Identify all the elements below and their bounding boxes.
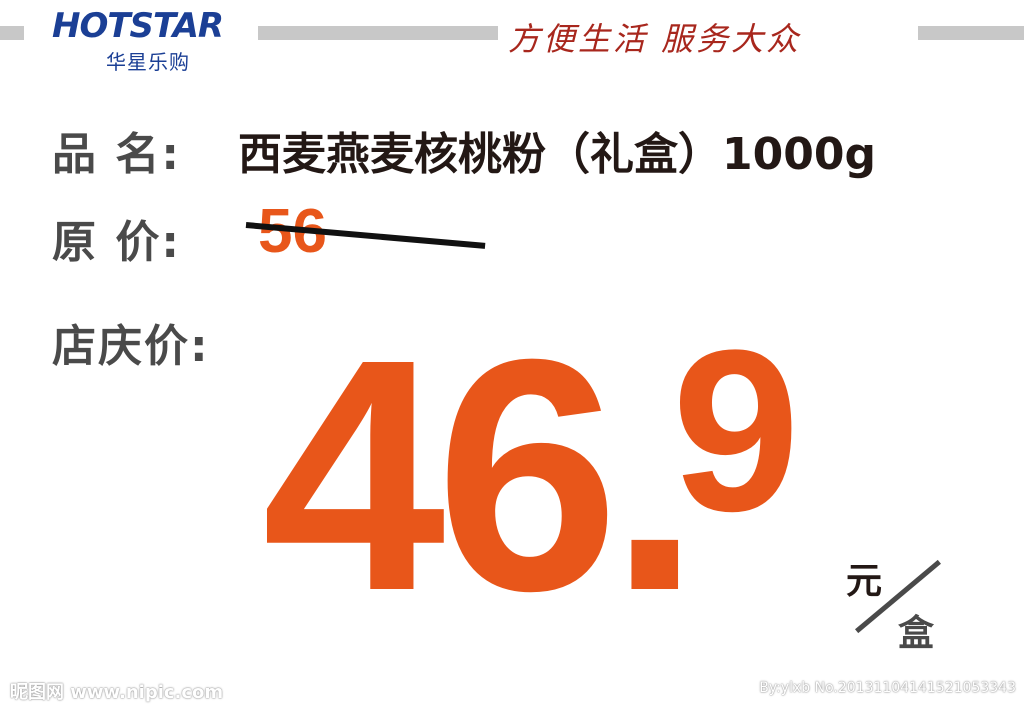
- product-name-value: 西麦燕麦核桃粉（礼盒）1000g: [238, 129, 876, 180]
- logo-text: HOTSTAR: [52, 6, 224, 46]
- original-price-label: 原 价:: [52, 217, 181, 268]
- sale-price-main: 46.: [262, 290, 701, 659]
- unit-currency: 元: [846, 561, 883, 602]
- brand-logo: HOTSTAR 华星乐购: [52, 6, 242, 74]
- header-bar-left: [0, 26, 24, 40]
- watermark-right: By:ylxb No.20131104141521053343: [759, 680, 1016, 696]
- sale-price-decimal: 9: [672, 302, 800, 559]
- header-bar-middle: [258, 26, 498, 40]
- logo-subtitle: 华星乐购: [106, 50, 190, 74]
- watermark-left: 昵图网 www.nipic.com: [10, 682, 224, 703]
- unit-package: 盒: [898, 613, 935, 654]
- sale-price-label: 店庆价:: [52, 321, 210, 372]
- product-name-label: 品 名:: [52, 129, 181, 180]
- header-bar-right: [918, 26, 1024, 40]
- slogan: 方便生活 服务大众: [508, 20, 802, 58]
